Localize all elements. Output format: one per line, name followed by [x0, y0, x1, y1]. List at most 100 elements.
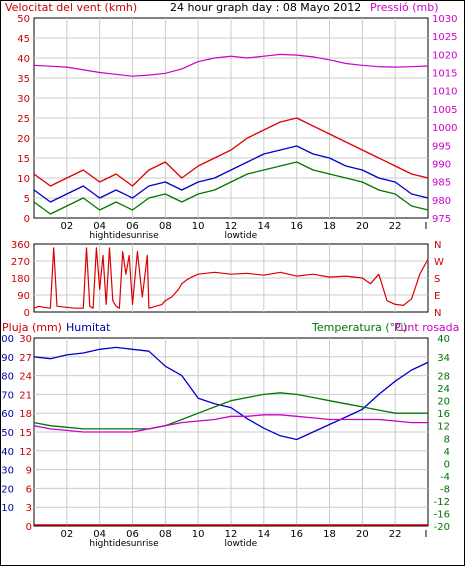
p1-wind-tick: 0 — [24, 214, 30, 225]
p3-temp-tick: 20 — [437, 397, 450, 408]
p3-hour-tick: 14 — [257, 529, 270, 540]
p3-rain-tick: 9 — [26, 466, 32, 477]
p1-series-gust — [33, 117, 429, 187]
pressure-label: Pressió (mb) — [370, 1, 439, 14]
p1-series-pressure — [33, 53, 429, 77]
p1-wind-tick: 40 — [17, 54, 30, 65]
p2-compass-tick: E — [434, 291, 440, 302]
p1-hour-tick: 22 — [389, 221, 402, 232]
p1-wind-tick: 10 — [17, 174, 30, 185]
p3-series-dewpoint — [33, 414, 428, 433]
p2-degree-tick: 90 — [17, 291, 30, 302]
p1-pressure-tick: 1020 — [432, 50, 457, 61]
p1-pressure-tick: 1030 — [432, 14, 457, 25]
p1-pressure-tick: 975 — [432, 214, 451, 225]
p3-temp-tick: 40 — [437, 334, 450, 345]
p1-pressure-tick: 1000 — [432, 123, 457, 134]
p1-hour-tick: 20 — [356, 221, 369, 232]
p1-pressure-tick: 980 — [432, 196, 451, 207]
p2-compass-tick: W — [434, 257, 444, 268]
p3-temp-tick: -20 — [434, 522, 450, 533]
p3-humidity-tick: 60 — [1, 409, 14, 420]
p3-rain-tick: 0 — [26, 522, 32, 533]
p1-pressure-tick: 995 — [432, 141, 451, 152]
p1-wind-tick: 25 — [17, 114, 30, 125]
p3-humidity-tick: 20 — [1, 484, 14, 495]
wind-speed-label: Velocitat del vent (kmh) — [5, 1, 137, 14]
p3-event-lowtide: lowtide — [225, 539, 258, 549]
p1-hour-tick: 18 — [323, 221, 336, 232]
p3-hour-tick: 16 — [290, 529, 303, 540]
p3-series-humidity — [33, 346, 429, 441]
p1-hour-tick: 04 — [93, 221, 106, 232]
p1-series-low — [33, 161, 429, 215]
p3-humidity-tick: 30 — [1, 466, 14, 477]
p1-wind-tick: 45 — [17, 34, 30, 45]
dewpoint-label: Punt rosada — [394, 321, 459, 334]
p3-hour-tick: 04 — [93, 529, 106, 540]
p1-hour-tick: 10 — [192, 221, 205, 232]
p3-event-hightide: hightide — [89, 539, 126, 549]
p1-hour-tick: 12 — [225, 221, 238, 232]
p3-hour-tick: 18 — [323, 529, 336, 540]
humidity-label: Humitat — [66, 321, 111, 334]
p2-compass-tick: N — [434, 308, 441, 319]
p1-hour-tick: 02 — [60, 221, 73, 232]
p3-temp-tick: 8 — [444, 434, 450, 445]
p3-rain-tick: 18 — [19, 409, 32, 420]
p3-rain-tick: 30 — [19, 334, 32, 345]
p3-rain-tick: 6 — [26, 484, 32, 495]
p3-temp-tick: 28 — [437, 372, 450, 383]
p3-temp-tick: 24 — [437, 384, 450, 395]
p2-degree-tick: 180 — [11, 274, 30, 285]
p3-temp-tick: 16 — [437, 409, 450, 420]
p3-hour-tick: 22 — [389, 529, 402, 540]
p3-rain-tick: 15 — [19, 428, 32, 439]
p3-temp-tick: -16 — [434, 509, 450, 520]
p2-series-direction — [33, 247, 429, 309]
p2-degree-tick: 0 — [24, 308, 30, 319]
p3-hour-tick: 20 — [356, 529, 369, 540]
p3-temp-tick: -4 — [440, 472, 450, 483]
p2-compass-tick: S — [434, 274, 440, 285]
temperature-label: Temperatura (°C) — [311, 321, 407, 334]
p2-compass-tick: N — [434, 240, 441, 251]
p3-rain-tick: 12 — [19, 447, 32, 458]
p1-wind-tick: 20 — [17, 134, 30, 145]
p1-series-avg — [33, 145, 429, 203]
p2-degree-tick: 360 — [11, 240, 30, 251]
p3-hour-tick: I — [425, 529, 428, 540]
p1-wind-tick: 5 — [24, 194, 30, 205]
p3-rain-tick: 21 — [19, 390, 32, 401]
p1-hour-tick: 08 — [159, 221, 172, 232]
p3-temp-tick: 12 — [437, 422, 450, 433]
p3-temp-tick: -12 — [434, 497, 450, 508]
p2-degree-tick: 270 — [11, 257, 30, 268]
p1-pressure-tick: 990 — [432, 159, 451, 170]
p1-pressure-tick: 985 — [432, 178, 451, 189]
p1-hour-tick: I — [425, 221, 428, 232]
p3-hour-tick: 08 — [159, 529, 172, 540]
p1-wind-tick: 35 — [17, 74, 30, 85]
p1-pressure-tick: 1015 — [432, 69, 457, 80]
p1-event-lowtide: lowtide — [225, 231, 258, 241]
p1-hour-tick: 14 — [257, 221, 270, 232]
p3-rain-tick: 27 — [19, 353, 32, 364]
p3-event-sunrise: sunrise — [126, 539, 159, 549]
p3-temp-tick: 34 — [437, 353, 450, 364]
p3-hour-tick: 06 — [126, 529, 139, 540]
p1-event-hightide: hightide — [89, 231, 126, 241]
p1-pressure-tick: 1025 — [432, 32, 457, 43]
chart-title: 24 hour graph day : 08 Mayo 2012 — [170, 1, 361, 14]
p3-hour-tick: 02 — [60, 529, 73, 540]
p3-rain-tick: 24 — [19, 372, 32, 383]
p1-pressure-tick: 1005 — [432, 105, 457, 116]
p3-temp-tick: 0 — [444, 459, 450, 470]
p3-series-temperature — [33, 392, 428, 430]
p1-wind-tick: 15 — [17, 154, 30, 165]
p3-humidity-tick: 100 — [0, 334, 14, 345]
p1-event-sunrise: sunrise — [126, 231, 159, 241]
p3-temp-tick: 4 — [444, 447, 450, 458]
p3-humidity-tick: 90 — [1, 353, 14, 364]
